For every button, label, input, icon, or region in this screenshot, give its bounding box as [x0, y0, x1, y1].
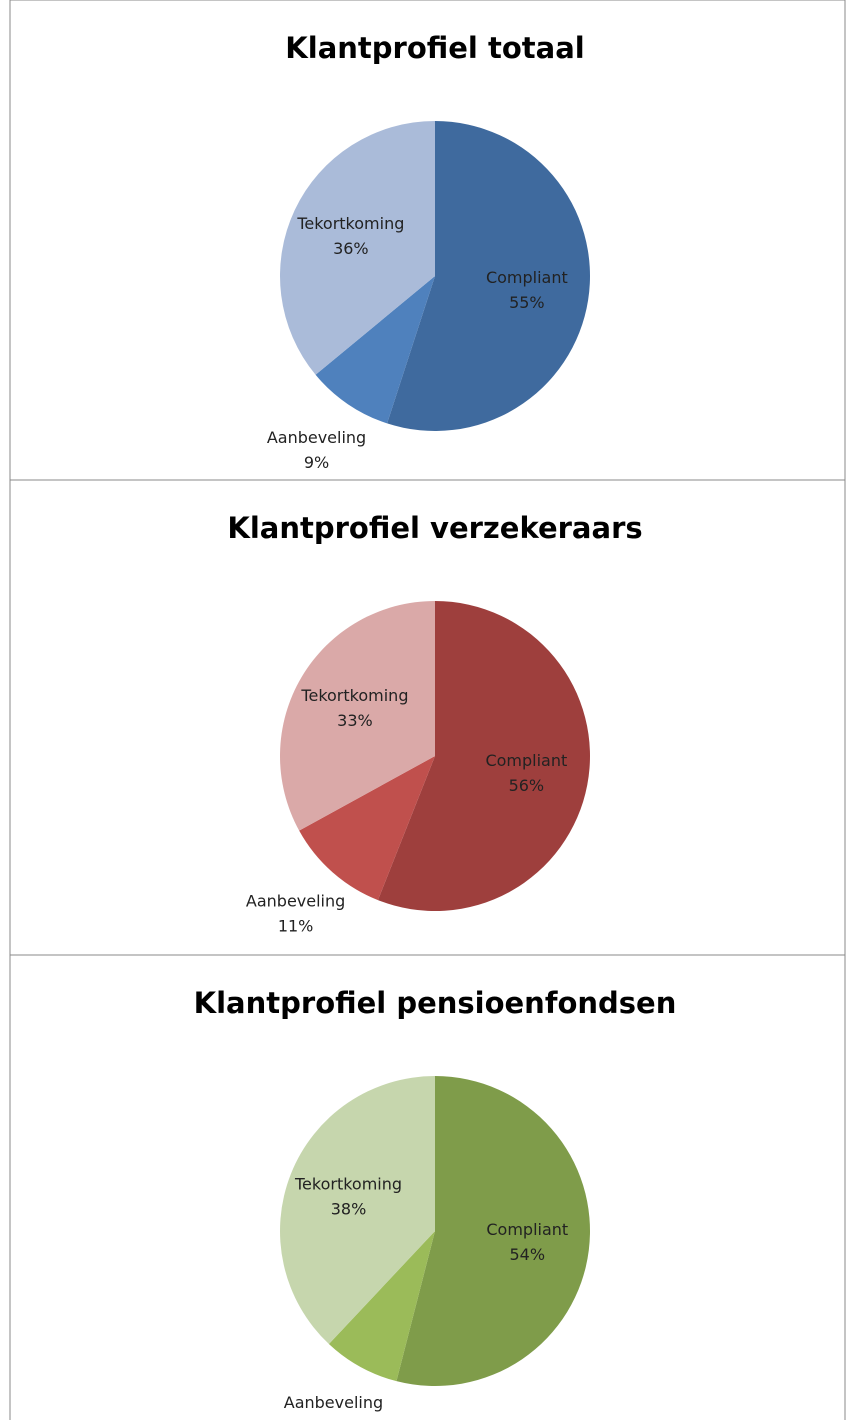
pie-slice	[328, 1231, 435, 1382]
slice-value: 36%	[333, 239, 369, 258]
pie-slice	[280, 1076, 435, 1344]
slice-label: Tekortkoming	[294, 1174, 402, 1193]
slice-value: 56%	[509, 776, 545, 795]
slice-value: 38%	[331, 1199, 367, 1218]
slice-label: Tekortkoming	[296, 214, 404, 233]
slice-label: Compliant	[485, 751, 567, 770]
slice-label: Compliant	[486, 268, 568, 287]
pie-slice	[299, 756, 435, 901]
pie-slice	[280, 120, 435, 375]
slice-value: 8%	[321, 1418, 346, 1420]
slice-label: Compliant	[486, 1220, 568, 1239]
chart-title: Klantprofiel pensioenfondsen	[194, 986, 677, 1020]
slice-value: 11%	[278, 917, 314, 936]
slice-label: Aanbeveling	[267, 428, 366, 447]
pie-slice	[377, 601, 590, 911]
slice-label: Aanbeveling	[246, 892, 345, 911]
pie-slice	[279, 601, 435, 831]
pie-slice	[396, 1076, 590, 1386]
slice-value: 55%	[509, 293, 545, 312]
slice-label: Tekortkoming	[300, 686, 408, 705]
chart-title: Klantprofiel verzekeraars	[227, 511, 642, 545]
pie-slice	[387, 121, 591, 431]
panel	[9, 954, 846, 1420]
slice-value: 33%	[337, 711, 373, 730]
slice-value: 9%	[304, 453, 329, 472]
chart-title: Klantprofiel totaal	[285, 31, 584, 65]
slice-value: 54%	[509, 1245, 545, 1264]
slice-label: Aanbeveling	[284, 1393, 383, 1412]
pie-slice	[315, 276, 435, 424]
